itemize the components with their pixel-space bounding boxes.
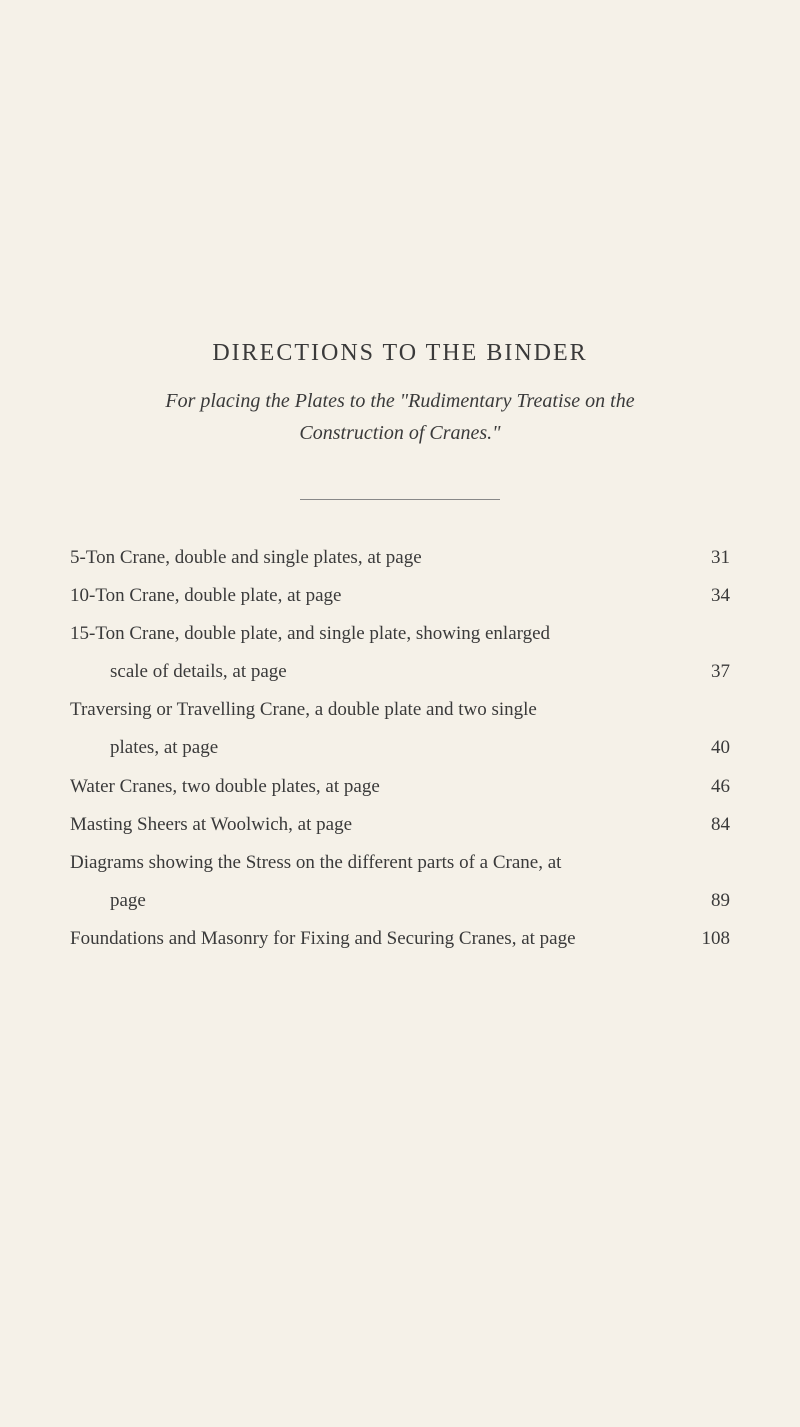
entry-page: 37 (680, 654, 730, 690)
entry-text: 5-Ton Crane, double and single plates, a… (70, 540, 660, 576)
entry-page: 40 (680, 730, 730, 766)
entry-text: 15-Ton Crane, double plate, and single p… (70, 616, 660, 652)
entry-row: 5-Ton Crane, double and single plates, a… (70, 540, 730, 576)
title-section: DIRECTIONS TO THE BINDER For placing the… (70, 340, 730, 449)
entry-page: 46 (680, 769, 730, 805)
entry-page: 34 (680, 578, 730, 614)
entry-text: page (70, 883, 660, 919)
entry-text: scale of details, at page (70, 654, 660, 690)
entry-row: Diagrams showing the Stress on the diffe… (70, 845, 730, 881)
entry-text: plates, at page (70, 730, 660, 766)
entry-row: 10-Ton Crane, double plate, at page 34 (70, 578, 730, 614)
entry-page: 108 (680, 921, 730, 957)
entry-row: Water Cranes, two double plates, at page… (70, 769, 730, 805)
entry-page: 89 (680, 883, 730, 919)
subtitle-line-2: Construction of Cranes." (299, 422, 500, 444)
entry-row: plates, at page 40 (70, 730, 730, 766)
entry-text: 10-Ton Crane, double plate, at page (70, 578, 660, 614)
entry-row: page 89 (70, 883, 730, 919)
subtitle-line-1: For placing the Plates to the "Rudimenta… (165, 390, 634, 412)
divider-line (300, 499, 500, 500)
entry-row: Traversing or Travelling Crane, a double… (70, 692, 730, 728)
entry-row: scale of details, at page 37 (70, 654, 730, 690)
entry-page: 31 (680, 540, 730, 576)
entries-list: 5-Ton Crane, double and single plates, a… (70, 540, 730, 957)
main-title: DIRECTIONS TO THE BINDER (70, 340, 730, 367)
entry-text: Foundations and Masonry for Fixing and S… (70, 921, 660, 957)
entry-row: 15-Ton Crane, double plate, and single p… (70, 616, 730, 652)
entry-text: Traversing or Travelling Crane, a double… (70, 692, 660, 728)
entry-text: Water Cranes, two double plates, at page (70, 769, 660, 805)
entry-row: Masting Sheers at Woolwich, at page 84 (70, 807, 730, 843)
entry-page: 84 (680, 807, 730, 843)
entry-row: Foundations and Masonry for Fixing and S… (70, 921, 730, 957)
subtitle: For placing the Plates to the "Rudimenta… (70, 385, 730, 449)
entry-text: Diagrams showing the Stress on the diffe… (70, 845, 660, 881)
entry-text: Masting Sheers at Woolwich, at page (70, 807, 660, 843)
